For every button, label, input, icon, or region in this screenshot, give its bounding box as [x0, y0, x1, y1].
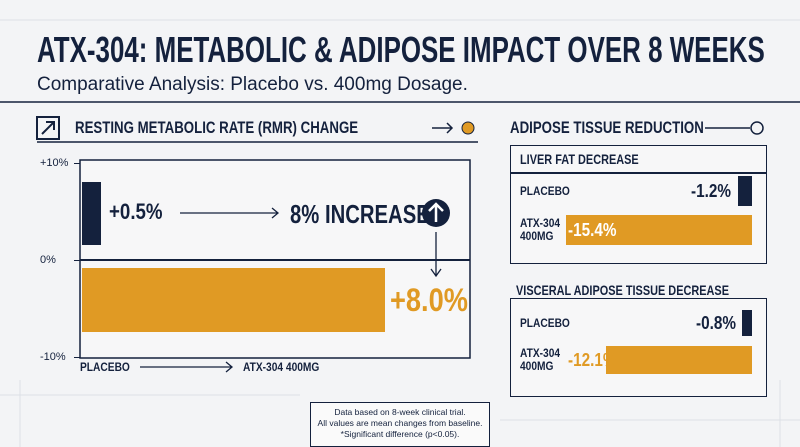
category-label: ATX-304 400MG — [520, 346, 561, 373]
tick-mark — [74, 259, 80, 261]
footnote-line: Data based on 8-week clinical trial. — [334, 407, 466, 417]
title: ATX-304: METABOLIC & ADIPOSE IMPACT OVER… — [37, 29, 765, 70]
annotation: 8% INCREASE — [290, 199, 430, 229]
tick-mark — [74, 356, 80, 358]
bar — [742, 310, 752, 336]
footnote: Data based on 8-week clinical trial. All … — [310, 402, 490, 447]
category-label: PLACEBO — [80, 360, 130, 374]
panel-title: LIVER FAT DECREASE — [520, 151, 639, 167]
bar — [737, 176, 752, 206]
panel-title: VISCERAL ADIPOSE TISSUE DECREASE — [516, 282, 729, 298]
panel-title: RESTING METABOLIC RATE (RMR) CHANGE — [75, 118, 359, 137]
divider — [510, 172, 767, 174]
category-label: ATX-304 400MG — [243, 360, 320, 374]
zero-line — [80, 259, 470, 261]
tick-mark — [74, 162, 80, 164]
category-label: PLACEBO — [520, 316, 570, 330]
category-label: PLACEBO — [520, 184, 570, 198]
footnote-line: *Significant difference (p<0.05). — [340, 429, 460, 439]
subtitle: Comparative Analysis: Placebo vs. 400mg … — [37, 74, 468, 95]
value-label: -0.8% — [696, 313, 737, 333]
value-label: +0.5% — [108, 199, 163, 224]
y-tick-label: 0% — [40, 254, 56, 266]
value-label: -12.1% — [568, 350, 617, 370]
footnote-line: All values are mean changes from baselin… — [317, 418, 483, 428]
value-label: -15.4% — [568, 220, 617, 240]
bar — [82, 268, 385, 332]
bar — [82, 182, 101, 245]
bar — [605, 346, 752, 374]
value-label: -1.2% — [691, 181, 732, 201]
y-tick-label: -10% — [40, 351, 66, 363]
y-tick-label: +10% — [40, 157, 69, 169]
value-label: +8.0% — [390, 282, 468, 318]
bar — [566, 215, 752, 245]
section-title: ADIPOSE TISSUE REDUCTION — [510, 118, 704, 137]
category-label: ATX-304 400MG — [520, 216, 561, 243]
